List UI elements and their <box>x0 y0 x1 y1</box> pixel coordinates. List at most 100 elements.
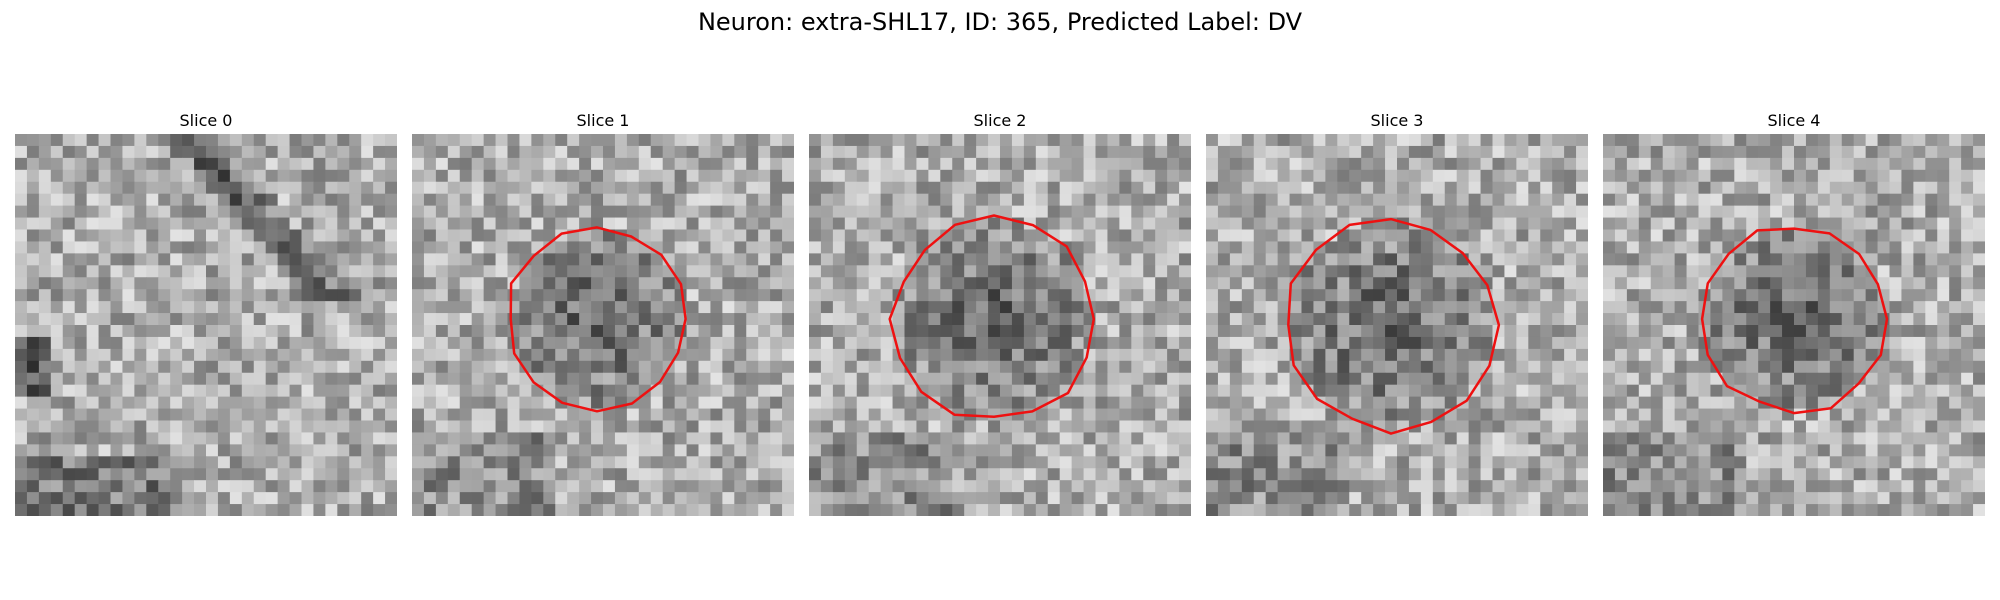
pixel <box>1603 313 1616 326</box>
pixel <box>1758 169 1771 183</box>
pixel <box>134 504 147 516</box>
pixel <box>1734 277 1747 290</box>
pixel <box>916 348 929 362</box>
pixel <box>1504 277 1517 290</box>
pixel <box>1853 241 1867 254</box>
pixel <box>1829 145 1843 159</box>
pixel <box>1901 205 1914 218</box>
pixel <box>170 372 183 386</box>
pixel <box>1758 325 1771 338</box>
pixel <box>1265 480 1279 493</box>
pixel <box>832 265 846 278</box>
pixel <box>1107 360 1120 374</box>
pixel <box>1961 360 1974 374</box>
pixel <box>1095 456 1108 469</box>
pixel <box>110 420 123 433</box>
pixel <box>770 360 783 374</box>
pixel <box>1853 372 1867 386</box>
pixel <box>1603 325 1616 338</box>
pixel <box>674 456 687 469</box>
pixel <box>1119 313 1132 326</box>
pixel <box>38 325 52 338</box>
pixel <box>495 205 508 218</box>
pixel <box>1937 193 1950 207</box>
pixel <box>531 289 544 302</box>
pixel <box>86 157 99 171</box>
pixel <box>1516 229 1529 242</box>
pixel <box>1528 432 1541 445</box>
pixel <box>38 217 52 230</box>
pixel <box>1576 492 1588 505</box>
pixel <box>555 336 568 350</box>
pixel <box>928 408 941 421</box>
pixel <box>809 253 822 266</box>
pixel <box>1576 420 1588 433</box>
pixel <box>337 336 350 350</box>
pixel <box>1349 157 1362 171</box>
pixel <box>1155 504 1168 516</box>
pixel <box>1674 408 1687 421</box>
pixel <box>626 325 640 338</box>
pixel <box>1468 360 1481 374</box>
pixel <box>423 492 437 505</box>
pixel <box>1925 241 1938 254</box>
pixel <box>662 181 676 195</box>
pixel <box>1011 313 1025 326</box>
pixel <box>1528 444 1541 457</box>
pixel <box>1301 492 1314 505</box>
pixel <box>1301 420 1314 433</box>
pixel <box>1516 253 1529 266</box>
pixel <box>122 432 135 445</box>
pixel <box>1794 157 1807 171</box>
pixel <box>579 313 592 326</box>
pixel <box>856 157 870 171</box>
pixel <box>1420 217 1434 230</box>
pixel <box>1289 336 1302 350</box>
pixel <box>1385 468 1398 481</box>
pixel <box>844 468 858 481</box>
pixel <box>844 396 858 409</box>
pixel <box>158 396 171 409</box>
pixel <box>868 289 882 302</box>
pixel <box>1011 480 1025 493</box>
pixel <box>38 336 52 350</box>
pixel <box>1794 325 1807 338</box>
pixel <box>423 444 437 457</box>
pixel <box>277 265 290 278</box>
pixel <box>1337 360 1350 374</box>
pixel <box>770 277 783 290</box>
pixel <box>1265 289 1279 302</box>
pixel <box>349 265 362 278</box>
pixel <box>614 301 628 314</box>
pixel <box>1420 229 1434 242</box>
pixel <box>1047 336 1061 350</box>
pixel <box>638 420 652 433</box>
pixel <box>674 492 687 505</box>
pixel <box>1229 325 1243 338</box>
pixel <box>1817 241 1831 254</box>
pixel <box>447 348 461 362</box>
pixel <box>710 265 723 278</box>
pixel <box>1155 193 1168 207</box>
pixel <box>1325 301 1338 314</box>
pixel <box>782 456 794 469</box>
pixel <box>1059 396 1073 409</box>
pixel <box>844 360 858 374</box>
pixel <box>206 492 219 505</box>
pixel <box>1107 205 1120 218</box>
pixel <box>1011 253 1025 266</box>
pixel <box>638 217 652 230</box>
pixel <box>1179 468 1191 481</box>
pixel <box>1662 265 1676 278</box>
pixel <box>1059 444 1073 457</box>
pixel <box>1385 229 1398 242</box>
pixel <box>650 205 664 218</box>
pixel <box>710 360 723 374</box>
pixel <box>1564 301 1577 314</box>
pixel <box>1337 241 1350 254</box>
pixel <box>892 372 905 386</box>
pixel <box>988 253 1001 266</box>
pixel <box>1023 181 1037 195</box>
pixel <box>1626 181 1640 195</box>
pixel <box>170 134 183 147</box>
